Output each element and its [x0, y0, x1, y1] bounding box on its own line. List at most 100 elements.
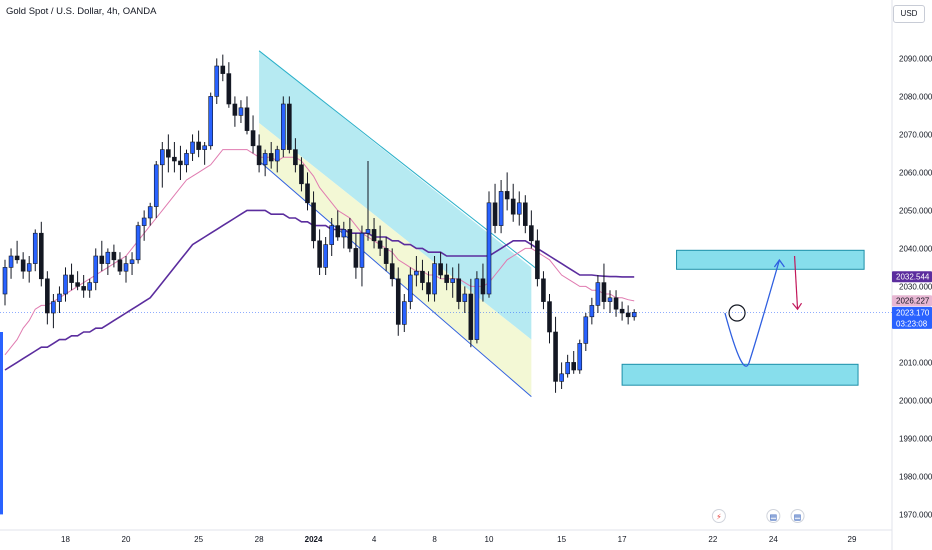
candle-down [371, 229, 377, 242]
circle-marker [728, 304, 746, 322]
sma-fast-price: 2026.227 [896, 297, 930, 306]
candle-down [613, 297, 619, 310]
candle-down [305, 183, 310, 204]
last-price-badge [892, 306, 932, 329]
event-icon-lightning[interactable]: ⚡ [711, 509, 726, 523]
candle-up [498, 191, 504, 226]
candle-down [547, 301, 552, 333]
x-tick-label: 20 [122, 535, 131, 544]
candle-down [571, 362, 577, 371]
candle-up [2, 267, 8, 295]
candles [2, 54, 637, 393]
projection-path [724, 259, 781, 367]
candle-up [595, 282, 601, 306]
candle-down [38, 232, 44, 280]
candle-down [196, 141, 201, 150]
y-tick-label: 1980.000 [899, 472, 932, 481]
candle-up [401, 301, 407, 325]
candle-down [456, 278, 462, 302]
candle-up [365, 229, 371, 234]
candle-down [522, 202, 528, 226]
y-tick-label: 2070.000 [899, 130, 932, 139]
candle-up [202, 145, 207, 150]
candle-up [486, 202, 492, 295]
candle-down [480, 278, 486, 295]
candle-up [450, 278, 456, 283]
channel-lower-line [258, 160, 532, 397]
candle-down [389, 263, 395, 280]
candle-down [75, 282, 80, 287]
candle-up [141, 217, 147, 226]
sma-slow-price-badge [892, 271, 932, 283]
event-icon-us-flag[interactable]: ▤ [790, 509, 805, 523]
candle-up [262, 153, 268, 166]
y-tick-label: 2030.000 [899, 282, 932, 291]
x-tick-label: 2024 [305, 535, 323, 544]
candle-up [323, 244, 328, 268]
candle-down [529, 225, 534, 242]
candle-down [69, 274, 74, 283]
candle-up [414, 270, 419, 276]
candle-down [293, 149, 298, 166]
y-tick-label: 2010.000 [899, 358, 932, 367]
x-tick-label: 17 [618, 535, 627, 544]
candle-down [377, 240, 383, 249]
candle-up [184, 153, 189, 166]
projection-arrowhead [773, 258, 785, 268]
candle-up [8, 255, 14, 268]
countdown-timer: 03:23:08 [896, 319, 928, 328]
candle-up [408, 274, 413, 302]
y-tick-label: 2050.000 [899, 206, 932, 215]
x-tick-label: 10 [485, 535, 494, 544]
candle-down [353, 248, 359, 268]
y-tick-label: 2060.000 [899, 168, 932, 177]
channel-upper-fill [259, 50, 532, 340]
candle-up [462, 293, 468, 302]
candle-up [359, 232, 365, 268]
y-tick-label: 2090.000 [899, 54, 932, 63]
x-tick-label: 29 [848, 535, 857, 544]
sma-slow-line [4, 209, 635, 371]
candle-down [347, 229, 353, 249]
candle-down [250, 130, 256, 147]
candle-up [432, 263, 437, 295]
y-tick-label: 2000.000 [899, 396, 932, 405]
candle-up [274, 149, 280, 162]
candle-down [268, 153, 274, 162]
candle-down [492, 202, 498, 226]
candle-up [577, 343, 583, 371]
channel-lower-fill [259, 123, 532, 397]
x-tick-label: 4 [372, 535, 377, 544]
candle-down [45, 278, 50, 314]
candle-up [214, 65, 220, 97]
candle-down [232, 103, 238, 116]
candle-up [32, 232, 38, 264]
candle-up [160, 149, 165, 166]
candle-down [601, 282, 607, 302]
x-tick-label: 15 [557, 535, 566, 544]
candle-down [426, 282, 431, 295]
candle-down [81, 286, 86, 291]
chart-title: Gold Spot / U.S. Dollar, 4h, OANDA [6, 6, 157, 17]
candle-up [631, 312, 637, 318]
candle-down [172, 156, 177, 162]
candle-up [190, 141, 195, 154]
candle-down [438, 263, 443, 276]
candle-down [220, 65, 226, 74]
resistance-zone [676, 249, 865, 270]
candle-up [87, 282, 92, 291]
candle-up [583, 316, 589, 344]
candle-up [93, 255, 99, 283]
candle-up [474, 278, 480, 340]
candle-down [395, 278, 401, 325]
down-arrowhead [792, 302, 803, 311]
candle-down [317, 240, 322, 268]
candle-up [135, 225, 141, 261]
currency-selector[interactable]: USD [893, 5, 925, 23]
candle-down [244, 107, 250, 131]
candle-up [559, 373, 564, 382]
candle-up [208, 96, 213, 147]
event-icon-us-flag[interactable]: ▤ [766, 509, 781, 523]
candle-up [57, 293, 62, 302]
